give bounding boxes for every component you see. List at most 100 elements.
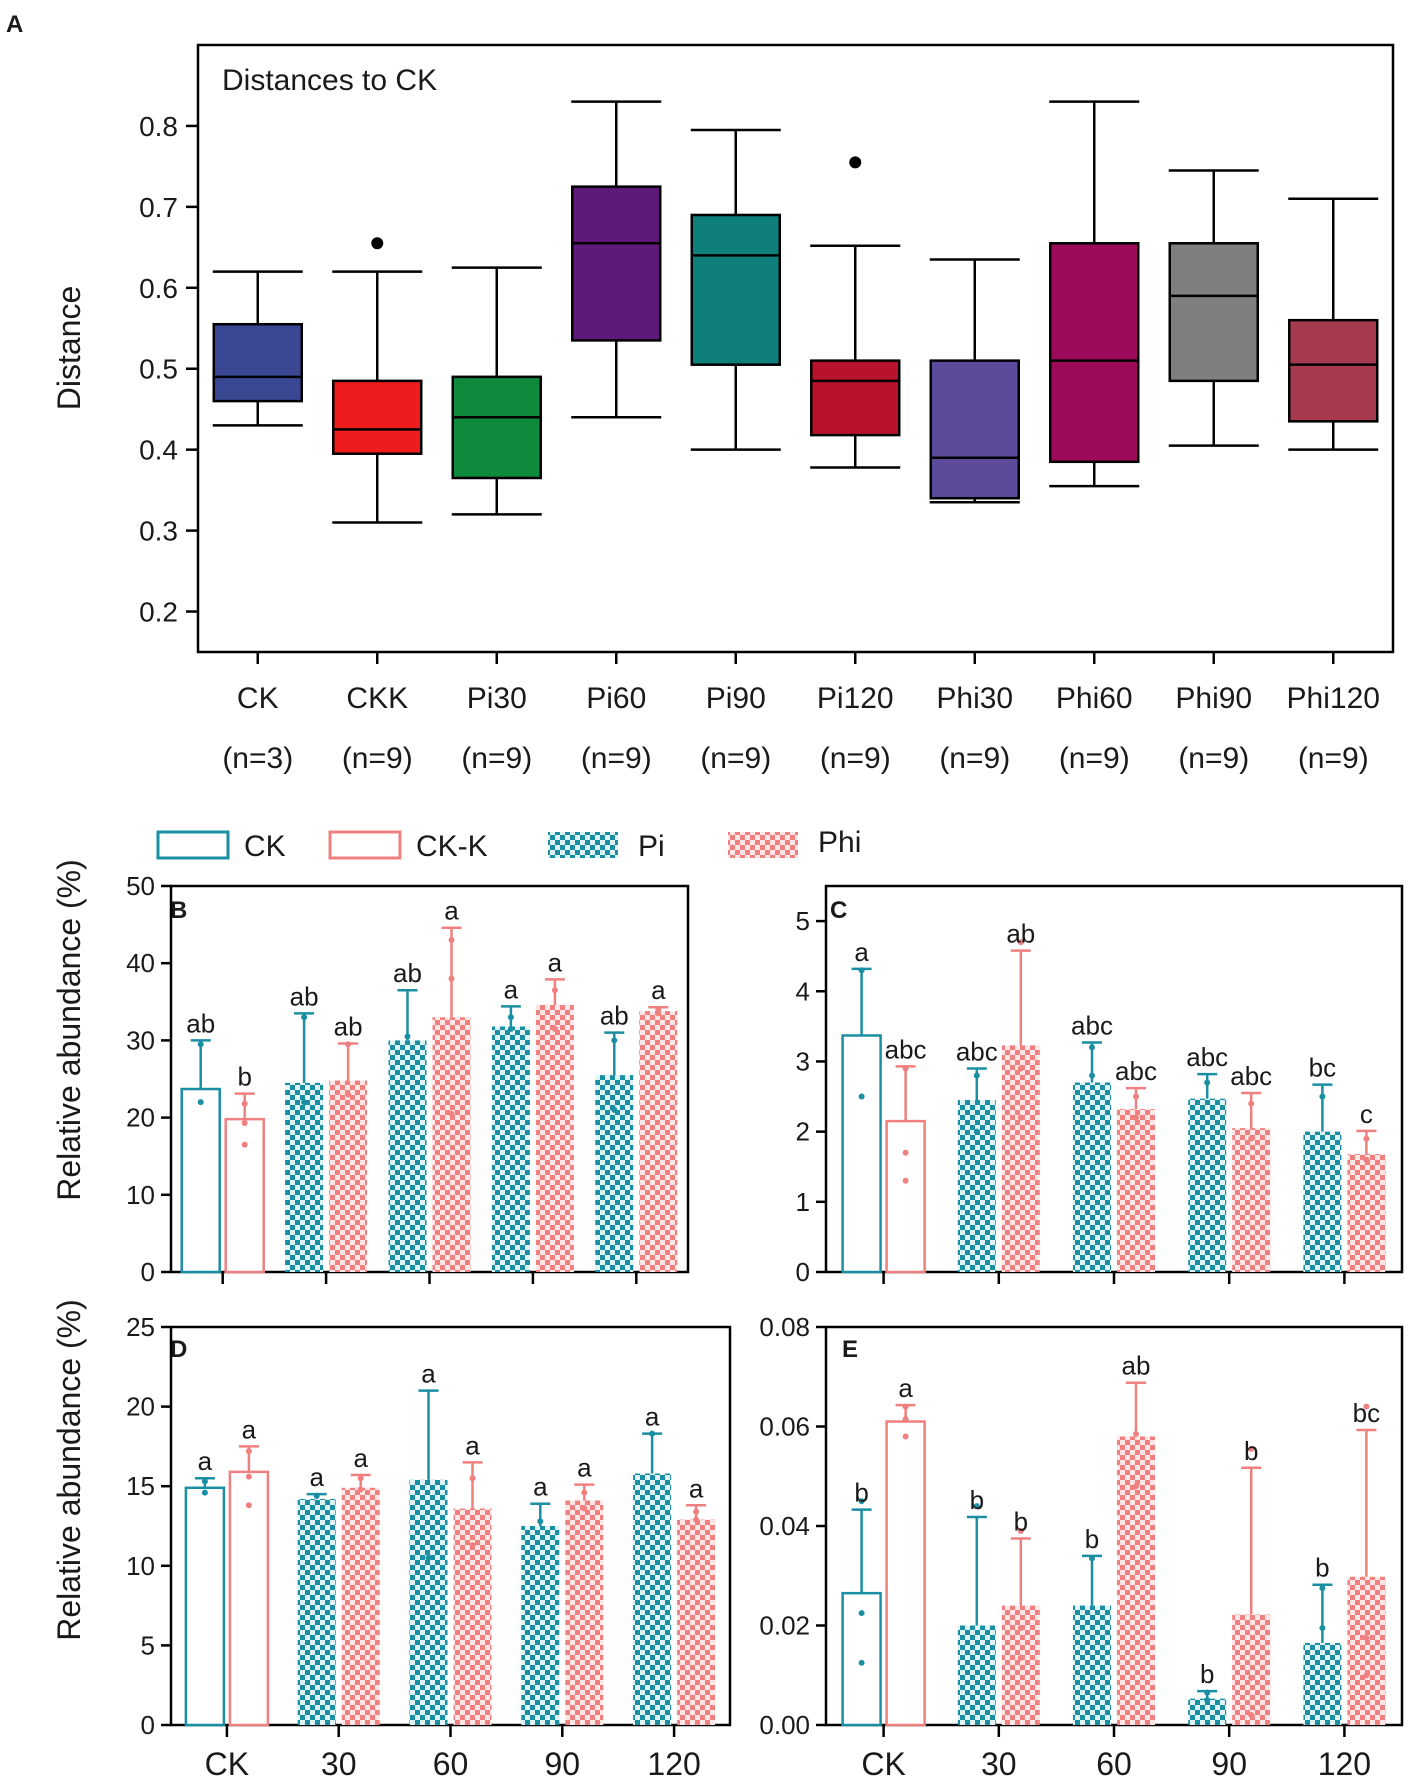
- y-tick-label: 3: [796, 1046, 810, 1076]
- data-point: [902, 1065, 909, 1072]
- bar-pi-120: [595, 1075, 634, 1272]
- panel-d-ylabel: Relative abundance (%): [51, 1299, 87, 1641]
- data-point: [1248, 1445, 1255, 1452]
- data-point: [858, 967, 865, 974]
- y-tick-label: 20: [126, 1103, 155, 1133]
- data-point: [1133, 1114, 1139, 1121]
- bar-phi-60: [432, 1017, 471, 1272]
- data-point: [313, 1492, 320, 1499]
- significance-label: ab: [186, 1008, 215, 1038]
- bar-pi-90: [521, 1526, 560, 1725]
- data-point: [1017, 939, 1024, 946]
- y-tick-label: 0.04: [759, 1511, 810, 1541]
- data-point: [241, 1120, 248, 1127]
- data-point: [469, 1542, 476, 1549]
- bar-pi-90: [1188, 1098, 1227, 1272]
- bar-ck-ck: [184, 1486, 226, 1727]
- y-tick-label: 0.3: [139, 516, 178, 547]
- y-tick-label: 5: [796, 906, 810, 936]
- bar-pi-90: [491, 1026, 530, 1272]
- x-tick-n-label: (n=9): [1298, 742, 1369, 775]
- y-tick-label: 0.08: [759, 1312, 810, 1342]
- bar-pi-30: [957, 1100, 996, 1272]
- significance-label: b: [970, 1485, 984, 1515]
- y-tick-label: 0.8: [139, 111, 178, 142]
- bar-ck-ck: [180, 1087, 221, 1274]
- x-tick-label: Phi30: [936, 682, 1013, 715]
- y-tick-label: 1: [796, 1187, 810, 1217]
- legend-swatch-ck: [156, 830, 230, 860]
- box-pi90: [690, 213, 781, 366]
- x-tick-label: 120: [1318, 1746, 1371, 1782]
- x-tick-label: 90: [545, 1746, 581, 1782]
- y-tick-label: 0.4: [139, 435, 178, 466]
- y-tick-label: 0: [141, 1710, 155, 1740]
- data-point: [1319, 1093, 1326, 1100]
- data-point: [1204, 1697, 1211, 1704]
- significance-label: a: [548, 947, 563, 977]
- data-point: [245, 1448, 252, 1455]
- data-point: [345, 1091, 352, 1098]
- data-point: [537, 1518, 544, 1525]
- significance-label: ab: [1122, 1351, 1151, 1381]
- significance-label: a: [421, 1359, 436, 1389]
- significance-label: abc: [1071, 1011, 1113, 1041]
- data-point: [1133, 1093, 1139, 1100]
- data-point: [693, 1516, 700, 1523]
- significance-label: abc: [1186, 1042, 1228, 1072]
- y-tick-label: 0.5: [139, 354, 178, 385]
- significance-label: a: [242, 1414, 257, 1444]
- data-point: [902, 1403, 909, 1410]
- data-point: [1363, 1156, 1370, 1163]
- significance-label: a: [651, 975, 666, 1005]
- x-tick-label: Pi120: [817, 682, 894, 715]
- bar-pi-30: [957, 1625, 996, 1725]
- data-point: [448, 975, 455, 982]
- bar-pi-30: [285, 1082, 324, 1272]
- x-tick-n-label: (n=9): [581, 742, 652, 775]
- x-tick-label: 30: [321, 1746, 357, 1782]
- box-phi120: [1288, 318, 1379, 423]
- bar-phi-90: [535, 1004, 574, 1272]
- data-point: [1089, 1555, 1095, 1562]
- data-point: [902, 1149, 909, 1156]
- data-point: [1363, 1135, 1370, 1142]
- data-point: [1017, 1114, 1024, 1121]
- box-pi60: [571, 185, 662, 342]
- bar-pi-60: [388, 1040, 427, 1272]
- x-tick-n-label: (n=3): [222, 742, 293, 775]
- significance-label: abc: [956, 1036, 998, 1066]
- legend-label-pi: Pi: [638, 830, 665, 863]
- significance-label: abc: [885, 1034, 927, 1064]
- y-tick-label: 0: [141, 1257, 155, 1287]
- data-point: [551, 1025, 558, 1032]
- y-tick-label: 0.02: [759, 1611, 810, 1641]
- data-point: [1248, 1674, 1255, 1681]
- data-point: [858, 1498, 865, 1505]
- x-tick-label: 90: [1211, 1746, 1247, 1782]
- y-tick-label: 0.7: [139, 192, 178, 223]
- data-point: [1248, 1135, 1255, 1142]
- data-point: [693, 1508, 700, 1515]
- bar-phi-120: [1347, 1154, 1386, 1272]
- outlier-point: [371, 237, 384, 250]
- outlier-point: [849, 156, 862, 169]
- data-point: [902, 1416, 909, 1423]
- data-point: [1363, 1672, 1370, 1679]
- data-point: [1133, 1430, 1139, 1437]
- data-point: [1204, 1689, 1211, 1696]
- data-point: [245, 1502, 252, 1509]
- y-tick-label: 10: [126, 1551, 155, 1581]
- y-tick-label: 0.06: [759, 1412, 810, 1442]
- data-point: [241, 1100, 248, 1107]
- x-tick-label: 30: [981, 1746, 1017, 1782]
- panel-a-boxplot: 0.2 0.3 0.4 0.5 0.6 0.7 0.8 CK (n=3) CKK (n=9) Pi30…: [139, 43, 1395, 775]
- box-ck: [212, 322, 303, 403]
- bar-ck-ck: [841, 1034, 882, 1274]
- y-tick-label: 10: [126, 1180, 155, 1210]
- y-tick-label: 2: [796, 1117, 810, 1147]
- significance-label: ab: [600, 1001, 629, 1031]
- x-tick-label: Phi60: [1056, 682, 1133, 715]
